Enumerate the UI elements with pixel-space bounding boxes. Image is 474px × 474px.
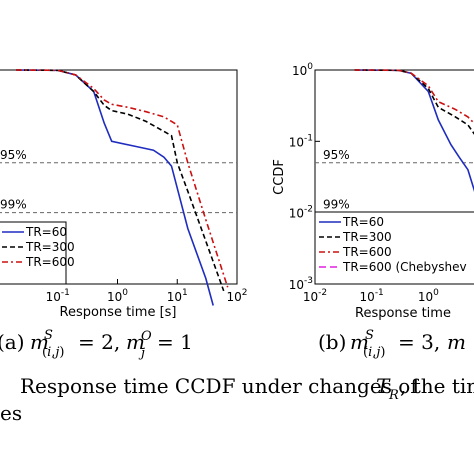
subcaption-a-sup: S bbox=[44, 328, 53, 343]
chart-a-xtick-label-0: 10-1 bbox=[46, 288, 70, 304]
chart-b-xtick-label-2: 100 bbox=[418, 288, 439, 304]
figure-caption: Response time CCDF under changes of T R … bbox=[0, 374, 474, 425]
subcaption-a-sub: (i,j) bbox=[42, 345, 65, 360]
chart-a-guide-label-1: 99% bbox=[0, 198, 27, 212]
chart-b-legend-label-2: TR=600 bbox=[342, 245, 392, 259]
chart-a-legend-label-2: TR=600 bbox=[25, 255, 75, 269]
figure-caption-var: T bbox=[376, 374, 391, 398]
subcaption-a-math2: m bbox=[126, 330, 145, 354]
chart-a-legend-label-0: TR=60 bbox=[25, 225, 67, 239]
svg-text:= 3,: = 3, bbox=[398, 330, 440, 354]
chart-b: 95%99% 10-210-110010110010-110-210-3 CCD… bbox=[272, 62, 474, 321]
chart-b-series-1 bbox=[354, 69, 474, 135]
chart-b-ytick-label-0: 100 bbox=[292, 62, 313, 78]
chart-b-guide-label-0: 95% bbox=[323, 148, 350, 162]
chart-a-xtick-label-1: 100 bbox=[107, 288, 128, 304]
subcaption-b-prefix: (b) bbox=[318, 330, 346, 354]
figure-caption-tail: , the time to bbox=[400, 374, 474, 398]
subcaption-a-eq2: = 1 bbox=[157, 330, 193, 354]
subcaption-a-prefix: (a) bbox=[0, 330, 25, 354]
chart-b-ylabel: CCDF bbox=[272, 159, 287, 195]
subcaption-a: (a) m S (i,j) = 2, m O j = 1 bbox=[0, 328, 193, 361]
svg-text:O: O bbox=[141, 329, 152, 344]
svg-text:m: m bbox=[350, 330, 369, 354]
chart-a: 95% 99% 10-1 100 101 102 Response time [s] T… bbox=[0, 69, 248, 320]
chart-b-xtick-label-1: 10-1 bbox=[360, 288, 384, 304]
chart-b-xlabel: Response time bbox=[355, 306, 451, 321]
svg-text:(i,j): (i,j) bbox=[363, 345, 386, 360]
chart-b-ytick-label-3: 10-3 bbox=[289, 276, 313, 292]
chart-a-legend-label-1: TR=300 bbox=[25, 240, 75, 254]
chart-b-ytick-label-1: 10-1 bbox=[289, 133, 313, 149]
chart-b-ytick-label-2: 10-2 bbox=[289, 205, 313, 221]
chart-b-legend-label-0: TR=60 bbox=[342, 215, 384, 229]
figure-caption-var-sub: R bbox=[388, 388, 399, 403]
figure-caption-line1: Response time CCDF under changes of bbox=[20, 374, 419, 398]
subcaption-a-math: m bbox=[30, 330, 49, 354]
chart-b-legend-label-1: TR=300 bbox=[342, 230, 392, 244]
subcaption-b: (b) m S (i,j) = 3, m bbox=[318, 328, 466, 360]
svg-text:m: m bbox=[447, 330, 466, 354]
svg-text:S: S bbox=[365, 328, 374, 343]
chart-a-series-2 bbox=[15, 69, 229, 288]
chart-a-xtick-label-3: 102 bbox=[226, 288, 247, 304]
chart-a-guide-label-0: 95% bbox=[0, 148, 27, 162]
svg-text:j: j bbox=[138, 346, 145, 361]
chart-b-xtick-label-0: 10-2 bbox=[303, 288, 327, 304]
chart-a-xtick-label-2: 101 bbox=[167, 288, 188, 304]
chart-a-series-1 bbox=[15, 69, 225, 292]
figure-caption-line2: es bbox=[0, 401, 22, 425]
chart-b-guide-label-1: 99% bbox=[323, 198, 350, 212]
chart-b-legend-label-3: TR=600 (Chebyshev bbox=[342, 260, 467, 274]
subcaption-a-eq: = 2, bbox=[78, 330, 120, 354]
chart-a-xlabel: Response time [s] bbox=[60, 305, 177, 320]
